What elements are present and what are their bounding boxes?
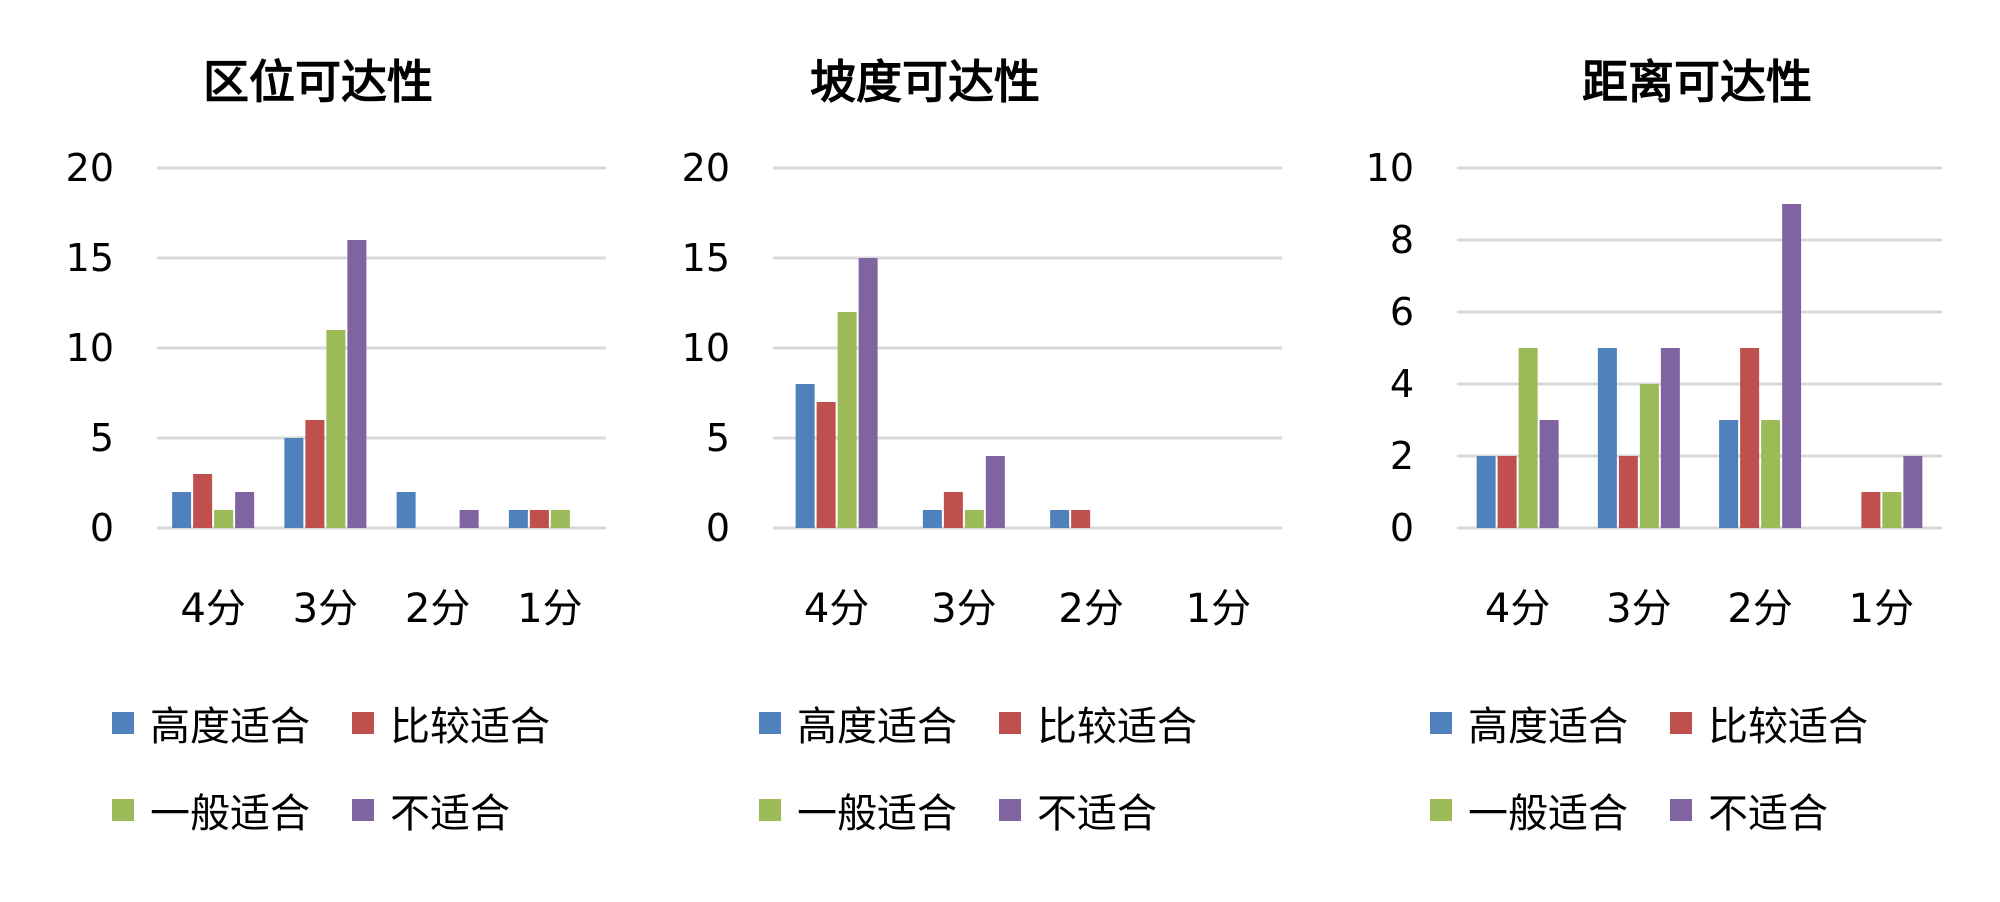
- y-tick-label: 15: [682, 236, 730, 280]
- bar: [193, 474, 213, 528]
- bar: [1782, 204, 1802, 528]
- bar: [1050, 510, 1070, 528]
- chart-title: 距离可达性: [1582, 55, 1812, 109]
- legend-label: 一般适合: [150, 791, 310, 837]
- bar: [1539, 420, 1559, 528]
- bar: [837, 312, 857, 528]
- bar: [1071, 510, 1091, 528]
- legend-swatch: [352, 799, 374, 821]
- bar: [550, 510, 570, 528]
- legend-label: 比较适合: [1037, 704, 1197, 750]
- bar: [943, 492, 963, 528]
- legend-swatch: [759, 799, 781, 821]
- bar: [214, 510, 234, 528]
- legend-label: 不适合: [1708, 791, 1828, 837]
- bar: [508, 510, 528, 528]
- legend-swatch: [759, 712, 781, 734]
- y-tick-label: 10: [66, 326, 114, 370]
- legend-label: 高度适合: [797, 704, 957, 750]
- bar: [1903, 456, 1923, 528]
- y-tick-label: 0: [90, 506, 114, 550]
- bar: [985, 456, 1005, 528]
- bar: [1861, 492, 1881, 528]
- y-tick-label: 8: [1390, 218, 1414, 262]
- x-category-label: 1分: [1186, 586, 1251, 632]
- chart-title: 坡度可达性: [810, 55, 1040, 109]
- y-tick-label: 10: [682, 326, 730, 370]
- legend-swatch: [1670, 799, 1692, 821]
- bar: [326, 330, 346, 528]
- bar: [235, 492, 255, 528]
- legend-swatch: [352, 712, 374, 734]
- bar: [284, 438, 304, 528]
- bar: [459, 510, 479, 528]
- x-category-label: 1分: [517, 586, 582, 632]
- y-tick-label: 2: [1390, 434, 1414, 478]
- bar: [172, 492, 192, 528]
- x-category-label: 3分: [931, 586, 996, 632]
- x-category-label: 4分: [804, 586, 869, 632]
- y-tick-label: 10: [1366, 146, 1414, 190]
- bar: [1497, 456, 1517, 528]
- y-tick-label: 5: [90, 416, 114, 460]
- y-tick-label: 6: [1390, 290, 1414, 334]
- y-tick-label: 20: [682, 146, 730, 190]
- x-category-label: 4分: [180, 586, 245, 632]
- bar: [1597, 348, 1617, 528]
- bar: [922, 510, 942, 528]
- legend-label: 不适合: [1037, 791, 1157, 837]
- bar: [816, 402, 836, 528]
- bar: [1660, 348, 1680, 528]
- y-tick-label: 0: [1390, 506, 1414, 550]
- legend-label: 比较适合: [1708, 704, 1868, 750]
- legend-swatch: [1430, 712, 1452, 734]
- legend-label: 高度适合: [150, 704, 310, 750]
- x-category-label: 3分: [293, 586, 358, 632]
- y-tick-label: 4: [1390, 362, 1414, 406]
- y-tick-label: 20: [66, 146, 114, 190]
- legend-swatch: [1430, 799, 1452, 821]
- bar: [964, 510, 984, 528]
- bar: [347, 240, 367, 528]
- bar: [1618, 456, 1638, 528]
- legend-label: 一般适合: [797, 791, 957, 837]
- x-category-label: 3分: [1606, 586, 1671, 632]
- legend-label: 高度适合: [1468, 704, 1628, 750]
- bar: [305, 420, 325, 528]
- bar: [795, 384, 815, 528]
- x-category-label: 1分: [1849, 586, 1914, 632]
- legend-swatch: [112, 712, 134, 734]
- bar: [1639, 384, 1659, 528]
- legend-label: 不适合: [390, 791, 510, 837]
- legend-swatch: [1670, 712, 1692, 734]
- bar: [1518, 348, 1538, 528]
- legend-label: 比较适合: [390, 704, 550, 750]
- y-tick-label: 0: [706, 506, 730, 550]
- bar: [858, 258, 878, 528]
- bar: [1476, 456, 1496, 528]
- x-category-label: 2分: [405, 586, 470, 632]
- legend-swatch: [999, 799, 1021, 821]
- bar: [1740, 348, 1760, 528]
- bar: [396, 492, 416, 528]
- bar: [1719, 420, 1739, 528]
- legend-swatch: [999, 712, 1021, 734]
- x-category-label: 2分: [1727, 586, 1792, 632]
- x-category-label: 4分: [1485, 586, 1550, 632]
- bar: [1761, 420, 1781, 528]
- chart-title: 区位可达性: [203, 55, 433, 109]
- x-category-label: 2分: [1058, 586, 1123, 632]
- legend-swatch: [112, 799, 134, 821]
- y-tick-label: 5: [706, 416, 730, 460]
- y-tick-label: 15: [66, 236, 114, 280]
- bar: [1882, 492, 1902, 528]
- legend-label: 一般适合: [1468, 791, 1628, 837]
- bar: [529, 510, 549, 528]
